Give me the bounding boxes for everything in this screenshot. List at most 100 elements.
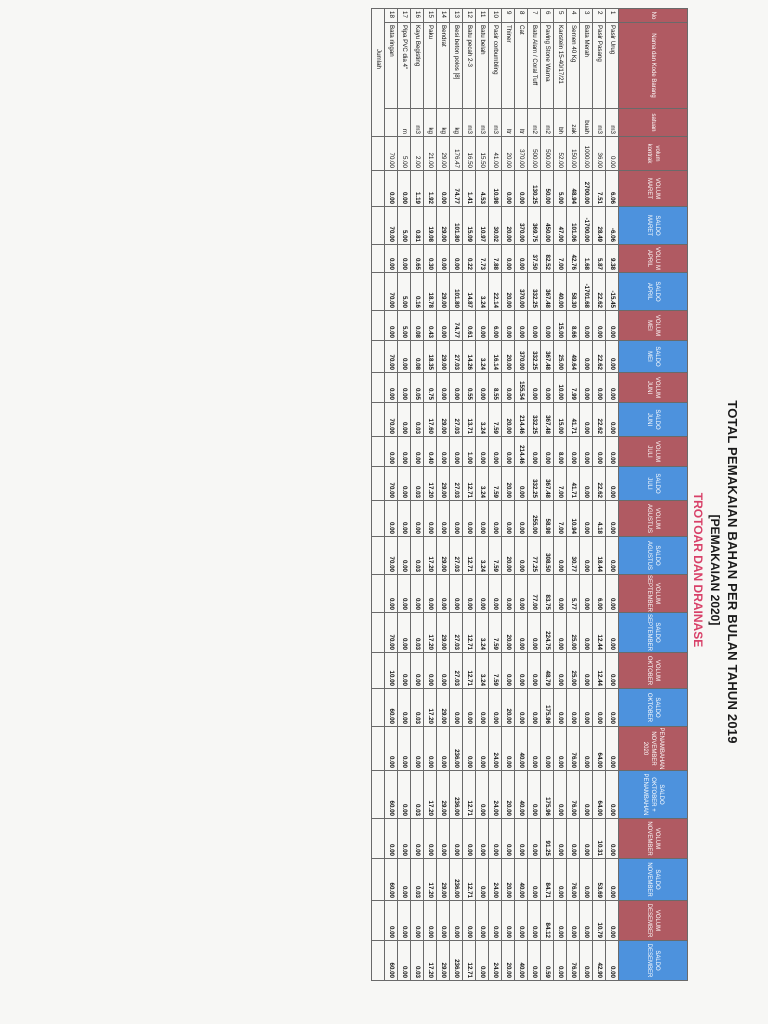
table-cell: 3.24 xyxy=(475,652,489,689)
table-cell: 0.00 xyxy=(605,536,619,575)
table-row: 9 Thiner ltr 20.00 0.00 20.00 0.00 20.00 0.00 20.… xyxy=(501,8,515,981)
table-cell: 8.55 xyxy=(488,372,502,403)
table-cell: 29.00 xyxy=(436,206,450,245)
table-cell: 0.00 xyxy=(501,310,515,341)
table-cell: 0.00 xyxy=(553,858,567,901)
table-cell: 0.03 xyxy=(410,612,424,653)
table-cell: 0.00 xyxy=(488,500,502,537)
table-cell: m3 xyxy=(410,108,424,137)
table-cell: 0.00 xyxy=(566,688,580,727)
header-cell: VOLUM MARET xyxy=(618,170,688,207)
document-title: TOTAL PEMAKAIAN BAHAN PER BULAN TAHUN 20… xyxy=(725,400,740,744)
table-cell: Batu belah xyxy=(475,22,489,109)
table-cell: 0.03 xyxy=(410,536,424,575)
table-cell: m3 xyxy=(462,108,476,137)
table-cell: 36.00 xyxy=(592,136,606,171)
table-cell: 29.00 xyxy=(436,466,450,501)
table-cell: 0.00 xyxy=(527,940,541,981)
table-cell: 70.00 xyxy=(384,340,398,373)
table-cell: 6 xyxy=(540,8,554,23)
table-cell: 58.98 xyxy=(540,500,554,537)
table-cell: 0.00 xyxy=(527,612,541,653)
table-cell: Semen 40 Kg xyxy=(566,22,580,109)
table-cell: 0.00 xyxy=(540,372,554,403)
table-cell: Bata ringan xyxy=(384,22,398,109)
table-cell: zak xyxy=(566,108,580,137)
table-cell: 0.00 xyxy=(527,818,541,859)
table-cell: 0.00 xyxy=(449,500,463,537)
table-cell: 29.00 xyxy=(436,940,450,981)
total-cell xyxy=(371,940,385,981)
table-cell: 27.03 xyxy=(449,402,463,437)
header-cell: SALDO AGUSTUS xyxy=(618,536,688,575)
total-cell xyxy=(371,206,385,245)
table-cell: 0.00 xyxy=(527,770,541,819)
table-cell: Paku xyxy=(423,22,437,109)
table-cell: 48.79 xyxy=(540,652,554,689)
table-cell: 450.00 xyxy=(540,206,554,245)
table-cell: 7 xyxy=(527,8,541,23)
table-cell: 22.62 xyxy=(592,272,606,311)
table-cell: 0.00 xyxy=(514,170,528,207)
table-cell: 60.00 xyxy=(384,688,398,727)
table-cell: 0.00 xyxy=(501,436,515,467)
header-cell: SALDO JULI xyxy=(618,466,688,501)
table-row: 18 Bata ringan 70.00 0.00 70.00 0.00 70.00 0.00… xyxy=(384,8,398,981)
table-cell: 10.94 xyxy=(566,500,580,537)
table-cell: 332.25 xyxy=(527,340,541,373)
table-cell: 22.14 xyxy=(488,272,502,311)
table-cell: 22.62 xyxy=(592,466,606,501)
table-cell: 7.73 xyxy=(475,244,489,273)
table-cell: 0.00 xyxy=(540,436,554,467)
table-cell: 0.00 xyxy=(423,726,437,771)
table-cell: 0.00 xyxy=(605,900,619,941)
header-cell: VOLUM AGUSTUS xyxy=(618,500,688,537)
table-cell: Thiner xyxy=(501,22,515,109)
table-cell: m xyxy=(397,108,411,137)
table-cell: 0.00 xyxy=(605,940,619,981)
table-cell xyxy=(384,108,398,137)
table-cell: 20.00 xyxy=(501,272,515,311)
table-cell: -15.45 xyxy=(605,272,619,311)
header-cell: SALDO DESEMBER xyxy=(618,940,688,981)
header-cell: volum kontrak xyxy=(618,136,688,171)
header-cell: VOLUM OKTOBER xyxy=(618,652,688,689)
table-cell: 0.00 xyxy=(605,688,619,727)
table-cell: 214.46 xyxy=(514,402,528,437)
header-cell: VOLUM JULI xyxy=(618,436,688,467)
table-cell: 1.68 xyxy=(579,244,593,273)
table-cell: Bata Merah xyxy=(579,22,593,109)
table-row: 2 Pasir Pasang m3 36.00 7.51 28.49 5.87 22.62 0.… xyxy=(592,8,606,981)
table-cell: 76.00 xyxy=(566,770,580,819)
table-cell: 0.00 xyxy=(514,818,528,859)
table-cell: 60.00 xyxy=(384,858,398,901)
table-cell: bh xyxy=(553,108,567,137)
table-cell: 2.00 xyxy=(410,136,424,171)
table-cell: 29.00 xyxy=(436,402,450,437)
table-cell: 8.66 xyxy=(566,310,580,341)
table-cell: 0.00 xyxy=(449,372,463,403)
table-cell: 9 xyxy=(501,8,515,23)
table-cell: 0.00 xyxy=(579,574,593,613)
table-cell: 22.62 xyxy=(592,402,606,437)
table-cell: m3 xyxy=(605,108,619,137)
table-cell: 17 xyxy=(397,8,411,23)
table-row: 4 Semen 40 Kg zak 150.00 48.94 101.06 42.76 58.… xyxy=(566,8,580,981)
total-label: Jumlah xyxy=(371,8,385,137)
table-cell: kg xyxy=(436,108,450,137)
table-cell: 13 xyxy=(449,8,463,23)
table-cell: 0.00 xyxy=(553,536,567,575)
total-cell xyxy=(371,310,385,341)
table-row: 12 Batu pecah 2-3 m3 16.50 1.41 15.09 0.22 14.8… xyxy=(462,8,476,981)
material-usage-table: No Nama dan Kode Barang satuan volum kontra… xyxy=(371,8,688,981)
table-cell: buah xyxy=(579,108,593,137)
table-row: 17 Pipa PVC dia 4" m 5.00 0.00 5.00 0.00 5.00 5.… xyxy=(397,8,411,981)
table-cell: 91.25 xyxy=(540,818,554,859)
table-cell: 4 xyxy=(566,8,580,23)
table-cell: 0.00 xyxy=(410,818,424,859)
table-cell: 3.24 xyxy=(475,466,489,501)
table-cell: 0.00 xyxy=(475,500,489,537)
table-cell: 155.54 xyxy=(514,372,528,403)
table-cell: 5.00 xyxy=(397,206,411,245)
table-cell: 0.00 xyxy=(397,612,411,653)
